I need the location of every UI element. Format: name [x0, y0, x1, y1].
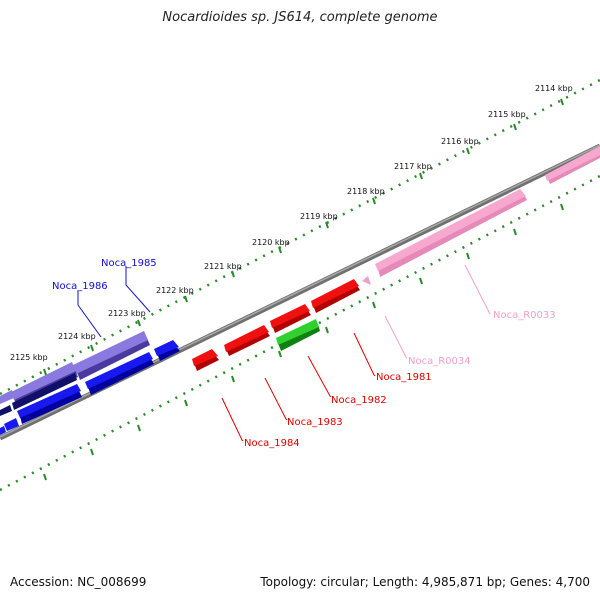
genome-summary-text: Topology: circular; Length: 4,985,871 bp…: [260, 575, 590, 589]
gene-label-noca-r0033: Noca_R0033: [493, 310, 556, 321]
tick-label: 2115 kbp: [488, 110, 526, 119]
tick-label: 2117 kbp: [394, 162, 432, 171]
tick-label: 2119 kbp: [300, 212, 338, 221]
tick-label: 2120 kbp: [252, 238, 290, 247]
genome-map: 2114 kbp 2115 kbp 2116 kbp 2117 kbp 2118…: [0, 0, 600, 600]
accession-text: Accession: NC_008699: [10, 575, 146, 589]
gene-label-noca-1986: Noca_1986: [52, 281, 108, 292]
gene-label-noca-1985: Noca_1985: [101, 258, 157, 269]
tick-label: 2114 kbp: [535, 84, 573, 93]
tick-label: 2123 kbp: [108, 309, 146, 318]
leader-noca-r0033: [465, 265, 490, 314]
gene-label-noca-1983: Noca_1983: [287, 417, 343, 428]
gene-noca-r0034[interactable]: [362, 276, 371, 285]
gene-noca-r0033-arrow[interactable]: [375, 189, 527, 277]
tick-label: 2125 kbp: [10, 353, 48, 362]
leader-noca-1982: [308, 356, 331, 397]
tick-label: 2124 kbp: [58, 332, 96, 341]
leader-noca-1981: [354, 333, 375, 376]
gene-noca-r0033[interactable]: [545, 146, 600, 184]
leader-noca-1985: [126, 266, 150, 312]
leader-noca-r0034: [385, 316, 407, 358]
tick-label: 2118 kbp: [347, 187, 385, 196]
tick-label: 2122 kbp: [156, 286, 194, 295]
leader-lines: [78, 265, 490, 441]
genome-backbone: [0, 146, 600, 438]
outer-tick-ring: [0, 80, 600, 394]
gene-noca-1984[interactable]: [192, 349, 219, 371]
gene-purple-edge[interactable]: [0, 390, 14, 404]
gene-label-noca-1982: Noca_1982: [331, 395, 387, 406]
gene-label-noca-1981: Noca_1981: [376, 372, 432, 383]
leader-noca-1983: [265, 378, 287, 420]
leader-noca-1986: [78, 291, 101, 337]
tick-label: 2116 kbp: [441, 137, 479, 146]
tick-label: 2121 kbp: [204, 262, 242, 271]
leader-noca-1984: [222, 398, 243, 441]
gene-label-noca-1984: Noca_1984: [244, 438, 300, 449]
gene-label-noca-r0034: Noca_R0034: [408, 356, 471, 367]
